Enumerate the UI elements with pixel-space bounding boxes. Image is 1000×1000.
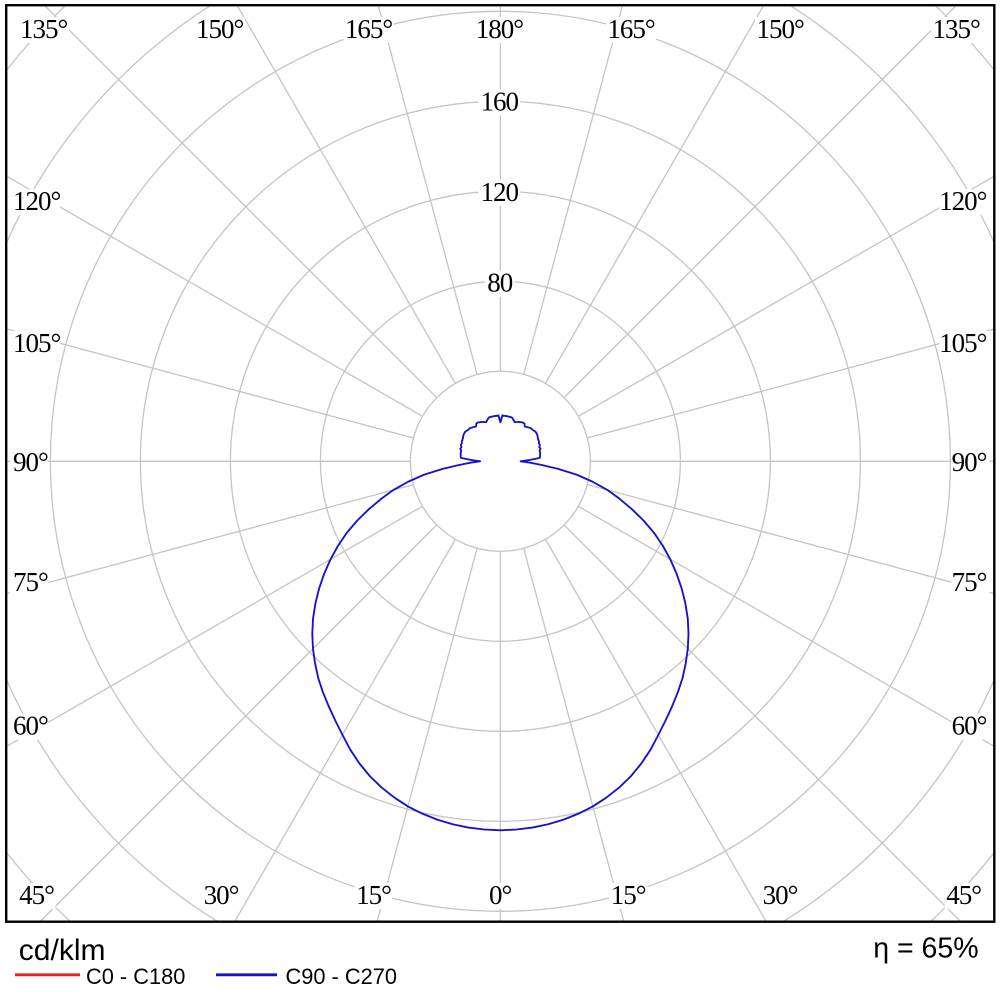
svg-text:165°: 165° (345, 14, 393, 44)
svg-text:180°: 180° (476, 14, 524, 44)
svg-text:120: 120 (481, 177, 519, 207)
svg-text:15°: 15° (356, 880, 391, 910)
svg-text:45°: 45° (946, 880, 981, 910)
svg-text:165°: 165° (607, 14, 655, 44)
svg-text:120°: 120° (13, 186, 61, 216)
svg-text:30°: 30° (204, 880, 239, 910)
svg-text:75°: 75° (952, 567, 987, 597)
svg-text:0°: 0° (489, 880, 512, 910)
svg-text:150°: 150° (196, 14, 244, 44)
svg-text:150°: 150° (756, 14, 804, 44)
svg-text:80: 80 (487, 268, 513, 298)
svg-text:90°: 90° (952, 447, 987, 477)
svg-text:135°: 135° (20, 14, 68, 44)
svg-text:45°: 45° (19, 880, 54, 910)
svg-text:C0 - C180: C0 - C180 (86, 964, 185, 989)
svg-text:15°: 15° (611, 880, 646, 910)
svg-text:60°: 60° (13, 711, 48, 741)
svg-text:60°: 60° (952, 711, 987, 741)
svg-text:cd/klm: cd/klm (19, 934, 106, 967)
svg-text:135°: 135° (932, 14, 980, 44)
svg-text:90°: 90° (13, 447, 48, 477)
svg-text:75°: 75° (13, 567, 48, 597)
svg-text:120°: 120° (939, 186, 987, 216)
svg-text:160: 160 (481, 87, 519, 117)
svg-text:105°: 105° (13, 328, 61, 358)
svg-text:30°: 30° (763, 880, 798, 910)
svg-text:105°: 105° (939, 328, 987, 358)
svg-text:η = 65%: η = 65% (873, 932, 978, 964)
svg-text:C90 - C270: C90 - C270 (286, 964, 397, 989)
